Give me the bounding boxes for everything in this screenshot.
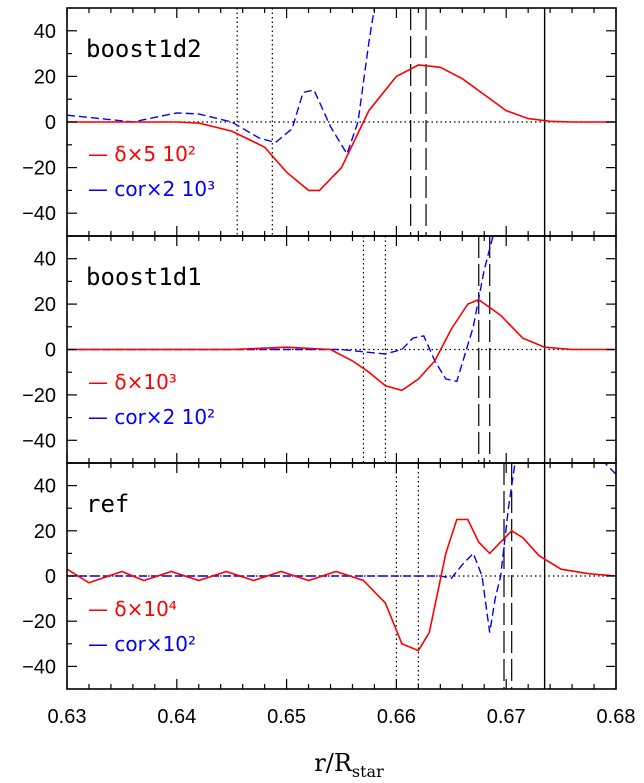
panel-boost1d1: 40 20 0 −20 −40 boost1d1 — δ×10³ — cor×2 10² xyxy=(22,235,617,464)
legend-item-delta: — δ×5 10² xyxy=(88,142,196,166)
y-tick-label: 20 xyxy=(34,66,56,88)
series-line-cor xyxy=(67,236,494,383)
series-line-delta xyxy=(67,64,616,192)
legend-item-delta: — δ×10⁴ xyxy=(88,597,177,621)
y-tick-label: 0 xyxy=(45,340,56,362)
x-tick-label: 0.64 xyxy=(157,706,196,728)
y-tick-label: 20 xyxy=(34,521,56,543)
y-tick-label: 40 xyxy=(34,21,56,43)
legend-item-cor: — cor×10² xyxy=(88,632,196,656)
x-tick-label: 0.67 xyxy=(487,706,526,728)
y-tick-label: 0 xyxy=(45,566,56,588)
y-tick-label: −20 xyxy=(22,385,56,407)
series-line-delta xyxy=(67,518,616,652)
panel-ref: 40 20 0 −20 −40 ref — δ×10⁴ — cor×10² xyxy=(22,462,617,690)
x-tick-label: 0.63 xyxy=(48,706,87,728)
y-tick-label: −20 xyxy=(22,158,56,180)
panel-title: boost1d1 xyxy=(86,263,202,291)
legend-item-cor: — cor×2 10² xyxy=(88,405,215,429)
y-tick-label: 0 xyxy=(45,112,56,134)
y-tick-label: 20 xyxy=(34,294,56,316)
x-tick-label: 0.65 xyxy=(267,706,306,728)
y-tick-label: 40 xyxy=(34,476,56,498)
panel-boost1d2: 40 20 0 −20 −40 boost1d2 — δ×5 10² — cor×2 10³ xyxy=(22,7,617,237)
y-tick-label: 40 xyxy=(34,249,56,271)
series-line-delta xyxy=(67,298,616,392)
y-tick-label: −40 xyxy=(22,430,56,452)
x-axis-label: r/Rstar xyxy=(314,749,384,781)
y-tick-label: −20 xyxy=(22,611,56,633)
legend-item-delta: — δ×10³ xyxy=(88,370,177,394)
x-axis-label-sub: star xyxy=(352,762,384,781)
y-tick-label: −40 xyxy=(22,656,56,678)
x-tick-label: 0.66 xyxy=(377,706,416,728)
legend-item-cor: — cor×2 10³ xyxy=(88,177,215,201)
x-tick-label: 0.68 xyxy=(597,706,636,728)
x-tick-labels: 0.63 0.64 0.65 0.66 0.67 0.68 xyxy=(48,706,636,728)
panel-title: boost1d2 xyxy=(86,35,202,63)
x-axis-label-main: r/R xyxy=(314,749,353,777)
panel-title: ref xyxy=(86,490,129,518)
y-tick-label: −40 xyxy=(22,203,56,225)
series-line-cor xyxy=(67,8,376,156)
